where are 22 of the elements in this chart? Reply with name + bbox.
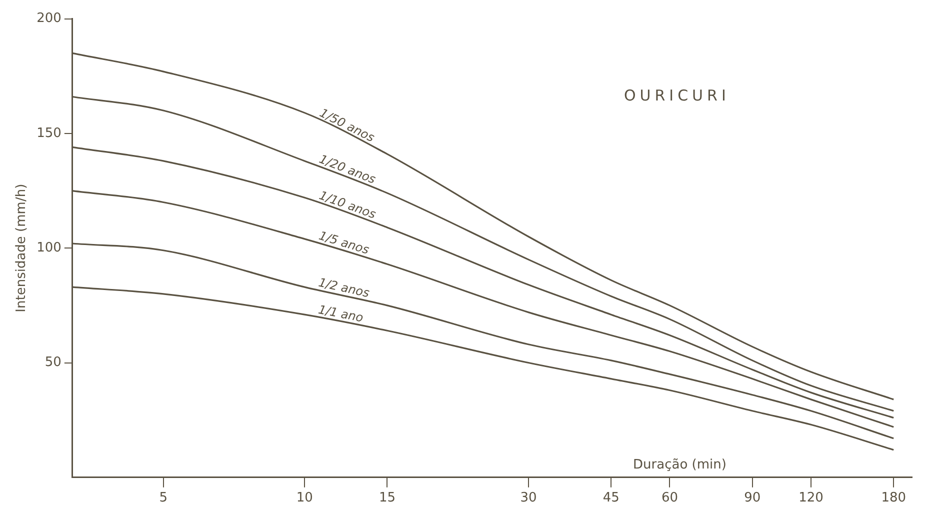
- text: OURICURI: [624, 86, 730, 105]
- x-tick-label: 60: [661, 490, 678, 506]
- x-tick-label: 5: [159, 490, 168, 506]
- x-tick-label: 45: [602, 490, 620, 506]
- y-tick-label: 50: [44, 355, 62, 370]
- x-tick-label: 90: [744, 490, 761, 506]
- x-axis-title: Duração (min): [633, 457, 726, 472]
- text: 1/10 anos: [317, 188, 378, 222]
- text: 1/1 ano: [317, 302, 364, 325]
- x-tick-label: 120: [798, 490, 824, 506]
- text: 1/50 anos: [317, 106, 377, 145]
- text: 1/5 anos: [317, 228, 371, 257]
- x-tick-label: 30: [520, 490, 537, 506]
- text: 1/2 anos: [317, 275, 371, 300]
- y-tick-label: 150: [36, 126, 62, 141]
- text: 1/20 anos: [317, 152, 378, 186]
- x-tick-label: 180: [881, 490, 906, 506]
- y-tick-label: 200: [36, 11, 62, 26]
- x-tick-label: 10: [296, 490, 313, 506]
- x-tick-label: 15: [378, 490, 396, 506]
- y-axis-title: Intensidade (mm/h): [14, 184, 30, 312]
- y-tick-label: 100: [36, 240, 62, 256]
